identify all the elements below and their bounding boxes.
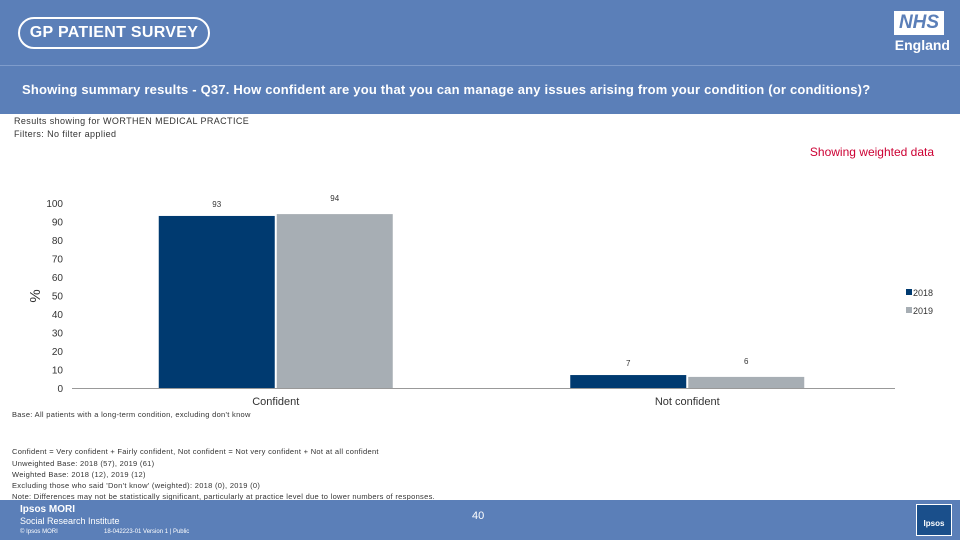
legend-label: 2018 — [913, 288, 933, 298]
header-bar: GP PATIENT SURVEY NHS England — [0, 0, 960, 65]
legend-swatch — [906, 307, 912, 313]
question-bar: Showing summary results - Q37. How confi… — [0, 65, 960, 114]
note-line-2: Unweighted Base: 2018 (57), 2019 (61) — [12, 459, 155, 468]
base-note: Base: All patients with a long-term cond… — [12, 410, 251, 419]
y-tick-label: 10 — [52, 366, 64, 377]
y-tick-label: 50 — [52, 292, 64, 303]
note-line-5: Note: Differences may not be statistical… — [12, 492, 436, 501]
bar — [158, 215, 275, 388]
y-tick-label: 90 — [52, 218, 64, 229]
job-number-label: 18-042223-01 Version 1 | Public — [104, 529, 190, 535]
y-axis-label: % — [27, 289, 44, 302]
weighted-data-label: Showing weighted data — [809, 145, 934, 159]
legend-label: 2019 — [913, 306, 933, 316]
ipsos-mori-subtitle: Social Research Institute — [20, 516, 120, 526]
y-tick-label: 0 — [57, 384, 63, 395]
data-label: 6 — [744, 357, 749, 366]
results-for-label: Results showing for WORTHEN MEDICAL PRAC… — [14, 116, 250, 126]
y-tick-label: 100 — [46, 199, 63, 210]
y-tick-label: 40 — [52, 310, 64, 321]
filters-label: Filters: No filter applied — [14, 129, 117, 139]
legend-swatch — [906, 289, 912, 295]
ipsos-mori-title: Ipsos MORI — [20, 504, 76, 515]
note-line-3: Weighted Base: 2018 (12), 2019 (12) — [12, 470, 146, 479]
bar — [276, 214, 393, 388]
y-tick-label: 80 — [52, 236, 64, 247]
note-line-4: Excluding those who said 'Don't know' (w… — [12, 481, 261, 490]
y-tick-label: 70 — [52, 255, 64, 266]
data-label: 7 — [626, 359, 631, 368]
y-tick-label: 60 — [52, 273, 64, 284]
copyright-label: © Ipsos MORI — [20, 529, 58, 535]
data-label: 93 — [212, 200, 221, 209]
chart-area: 0 10 20 30 40 50 60 70 80 90 100% 93 94 Confident 7 6 No… — [0, 190, 960, 415]
nhs-england-label: England — [894, 37, 950, 53]
page-number: 40 — [472, 510, 485, 522]
ipsos-logo: Ipsos — [916, 504, 952, 536]
bar-chart: 0 10 20 30 40 50 60 70 80 90 100% 93 94 Confident 7 6 No… — [27, 194, 933, 408]
x-tick-label: Confident — [252, 396, 299, 408]
x-tick-label: Not confident — [655, 396, 720, 408]
bar — [570, 375, 687, 388]
note-line-1: Confident = Very confident + Fairly conf… — [12, 447, 379, 456]
y-tick-label: 30 — [52, 329, 64, 340]
data-label: 94 — [330, 194, 339, 203]
nhs-logo: NHS — [894, 11, 944, 35]
bar — [688, 376, 805, 388]
gp-patient-survey-logo: GP PATIENT SURVEY — [18, 17, 210, 49]
question-title: Showing summary results - Q37. How confi… — [22, 82, 871, 97]
footer-bar: Ipsos MORI Social Research Institute © I… — [0, 500, 960, 540]
y-tick-label: 20 — [52, 347, 64, 358]
